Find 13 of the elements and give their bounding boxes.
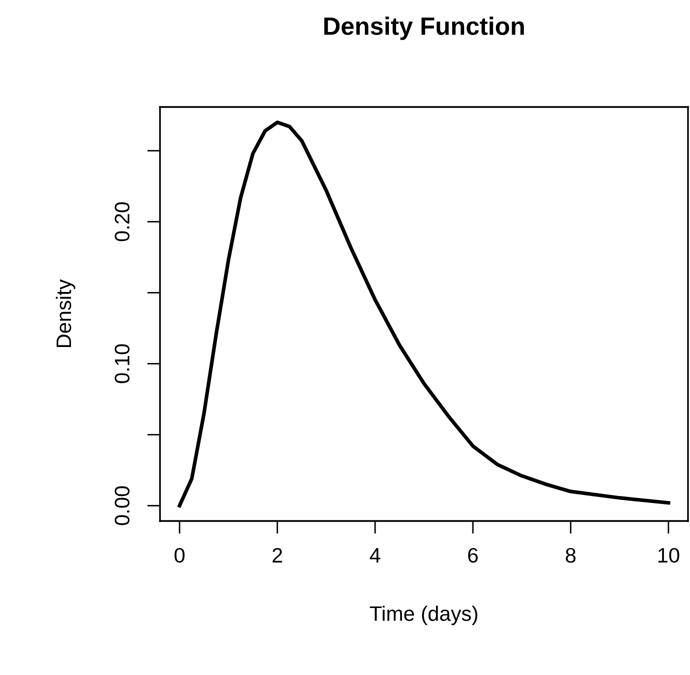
x-tick-label: 4 [370, 548, 380, 562]
x-tick-label: 10 [658, 548, 680, 563]
y-axis-title: Density [56, 279, 76, 348]
x-tick-label: 8 [566, 548, 576, 563]
y-tick-label: 0.10 [114, 344, 130, 384]
x-tick-label: 0 [174, 548, 185, 563]
y-tick-label: 0.20 [114, 202, 130, 242]
line-series [178, 120, 670, 508]
x-tick-label: 2 [272, 548, 282, 562]
x-axis-title: Time (days) [370, 606, 478, 626]
x-tick-label: 6 [468, 548, 478, 563]
y-tick-label: 0.00 [114, 486, 130, 526]
chart-title: Density Function [324, 16, 524, 40]
